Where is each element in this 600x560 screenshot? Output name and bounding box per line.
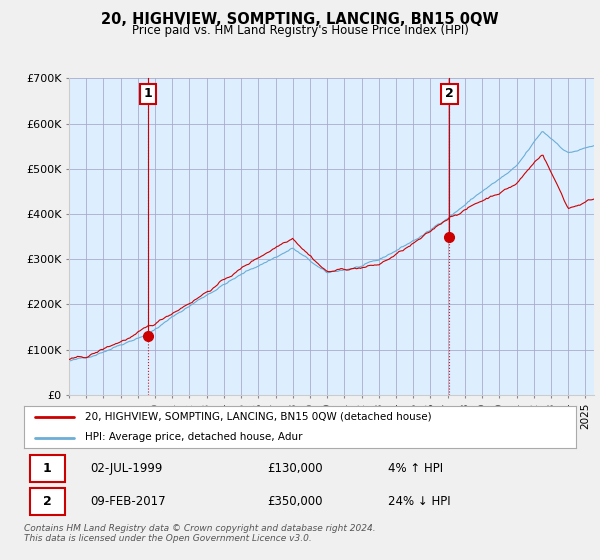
Text: 1: 1 — [143, 87, 152, 100]
Text: Price paid vs. HM Land Registry's House Price Index (HPI): Price paid vs. HM Land Registry's House … — [131, 24, 469, 36]
Text: 20, HIGHVIEW, SOMPTING, LANCING, BN15 0QW (detached house): 20, HIGHVIEW, SOMPTING, LANCING, BN15 0Q… — [85, 412, 431, 422]
Text: 2: 2 — [445, 87, 454, 100]
Text: 1: 1 — [43, 461, 52, 475]
Text: £130,000: £130,000 — [267, 461, 323, 475]
FancyBboxPatch shape — [29, 488, 65, 515]
Text: 24% ↓ HPI: 24% ↓ HPI — [388, 495, 451, 508]
Text: 2: 2 — [43, 495, 52, 508]
Text: Contains HM Land Registry data © Crown copyright and database right 2024.
This d: Contains HM Land Registry data © Crown c… — [24, 524, 376, 543]
Text: 20, HIGHVIEW, SOMPTING, LANCING, BN15 0QW: 20, HIGHVIEW, SOMPTING, LANCING, BN15 0Q… — [101, 12, 499, 27]
FancyBboxPatch shape — [29, 455, 65, 482]
Text: 02-JUL-1999: 02-JUL-1999 — [90, 461, 163, 475]
Text: £350,000: £350,000 — [267, 495, 322, 508]
Text: HPI: Average price, detached house, Adur: HPI: Average price, detached house, Adur — [85, 432, 302, 442]
Text: 09-FEB-2017: 09-FEB-2017 — [90, 495, 166, 508]
Text: 4% ↑ HPI: 4% ↑ HPI — [388, 461, 443, 475]
